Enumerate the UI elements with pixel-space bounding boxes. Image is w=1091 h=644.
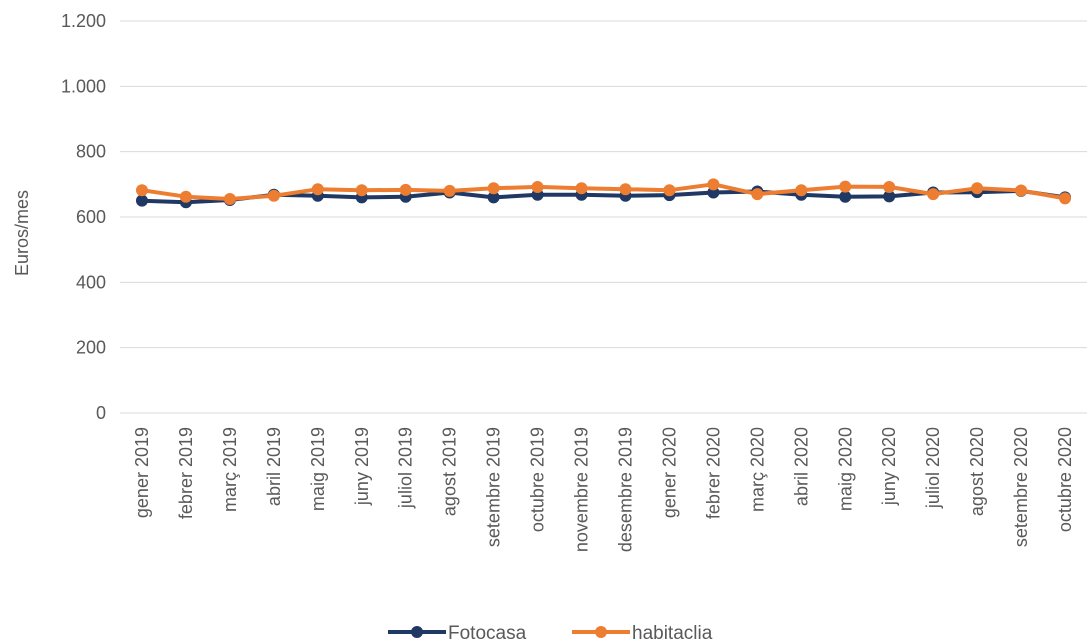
data-point — [311, 183, 324, 196]
data-point — [663, 184, 676, 197]
x-tick-label: juny 2019 — [352, 427, 372, 506]
x-tick-label: agost 2019 — [440, 427, 460, 516]
data-point — [883, 180, 896, 193]
legend-marker — [411, 626, 423, 638]
data-point — [179, 190, 192, 203]
data-point — [839, 190, 852, 203]
x-tick-label: maig 2020 — [835, 427, 855, 511]
x-tick-label: febrer 2019 — [176, 427, 196, 519]
legend-label: habitaclia — [632, 623, 713, 644]
y-tick-label: 400 — [76, 272, 106, 292]
x-tick-label: abril 2019 — [264, 427, 284, 506]
x-tick-label: agost 2020 — [967, 427, 987, 516]
x-tick-label: març 2019 — [220, 427, 240, 512]
y-axis-label: Euros/mes — [12, 190, 32, 276]
data-point — [399, 183, 412, 196]
x-tick-label: gener 2020 — [659, 427, 679, 518]
series — [135, 178, 1072, 209]
x-tick-label: novembre 2019 — [572, 427, 592, 552]
data-point — [267, 189, 280, 202]
data-point — [223, 193, 236, 206]
legend-label: Fotocasa — [448, 623, 527, 644]
data-point — [531, 180, 544, 193]
data-point — [135, 184, 148, 197]
series-habitaclia — [135, 178, 1072, 206]
x-tick-label: octubre 2019 — [528, 427, 548, 532]
x-tick-label: juliol 2019 — [396, 427, 416, 509]
data-point — [839, 180, 852, 193]
data-point — [619, 183, 632, 196]
data-point — [1015, 184, 1028, 197]
data-point — [883, 190, 896, 203]
y-tick-label: 600 — [76, 207, 106, 227]
data-point — [443, 184, 456, 197]
series-line — [141, 188, 1066, 205]
data-point — [355, 184, 368, 197]
legend-item-habitaclia: habitaclia — [572, 623, 713, 644]
legend-item-fotocasa: Fotocasa — [388, 623, 527, 644]
y-axis-ticks: 0 200 400 600 800 1.000 1.200 — [61, 11, 106, 423]
legend: Fotocasa habitaclia — [388, 623, 713, 644]
data-point — [927, 188, 940, 201]
x-tick-label: desembre 2019 — [615, 427, 635, 552]
x-tick-label: juny 2020 — [879, 427, 899, 506]
gridlines — [120, 20, 1087, 414]
x-tick-label: maig 2019 — [308, 427, 328, 511]
x-axis-ticks: gener 2019 febrer 2019 març 2019 abril 2019… — [132, 427, 1075, 552]
series-line — [141, 182, 1066, 201]
x-tick-label: octubre 2020 — [1055, 427, 1075, 532]
legend-marker — [595, 626, 607, 638]
data-point — [971, 182, 984, 195]
x-tick-label: gener 2019 — [132, 427, 152, 518]
y-tick-label: 1.200 — [61, 11, 106, 31]
data-point — [487, 182, 500, 195]
y-tick-label: 0 — [96, 403, 106, 423]
y-tick-label: 1.000 — [61, 76, 106, 96]
data-point — [575, 182, 588, 195]
data-point — [707, 178, 720, 191]
x-tick-label: abril 2020 — [791, 427, 811, 506]
x-tick-label: juliol 2020 — [923, 427, 943, 509]
x-tick-label: març 2020 — [747, 427, 767, 512]
x-tick-label: febrer 2020 — [703, 427, 723, 519]
data-point — [795, 184, 808, 197]
data-point — [487, 191, 500, 204]
data-point — [135, 194, 148, 207]
data-point — [751, 188, 764, 201]
y-tick-label: 800 — [76, 142, 106, 162]
x-tick-label: setembre 2020 — [1011, 427, 1031, 547]
data-point — [1059, 192, 1072, 205]
y-tick-label: 200 — [76, 338, 106, 358]
x-tick-label: setembre 2019 — [484, 427, 504, 547]
